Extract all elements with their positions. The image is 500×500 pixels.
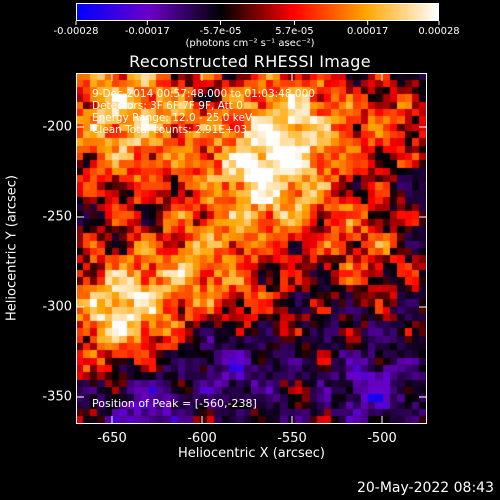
colorbar-gradient bbox=[76, 3, 439, 21]
y-tick-label: -200 bbox=[42, 119, 72, 135]
colorbar-tick-label: 0.00028 bbox=[418, 26, 460, 37]
y-axis-label: Heliocentric Y (arcsec) bbox=[4, 175, 20, 321]
plot-frame bbox=[76, 73, 427, 424]
annotation-algorithm: Clean Total counts: 2.91E+03 bbox=[92, 124, 248, 136]
x-axis-label: Heliocentric X (arcsec) bbox=[178, 446, 325, 461]
heatmap-canvas bbox=[76, 73, 427, 424]
x-tick-label: -600 bbox=[187, 431, 217, 446]
colorbar-units: (photons cm⁻² s⁻¹ asec⁻²) bbox=[185, 38, 315, 49]
colorbar-tick-label: 5.7e-05 bbox=[275, 26, 314, 37]
y-tick-label: -350 bbox=[42, 389, 72, 405]
x-tick-label: -500 bbox=[367, 431, 397, 446]
x-tick-label: -550 bbox=[277, 431, 307, 446]
annotation-detectors: Detectors: 3F 6F 7F 9F, Att 0 bbox=[92, 100, 243, 112]
annotation-time-range: 9-Dec-2014 00:57:48.000 to 01:03:48.000 bbox=[92, 88, 315, 100]
y-tick-label: -300 bbox=[42, 299, 72, 315]
colorbar-tick-label: -0.00028 bbox=[53, 26, 99, 37]
annotation-peak: Position of Peak = [-560,-238] bbox=[92, 397, 257, 410]
colorbar-tick-label: -5.7e-05 bbox=[199, 26, 242, 37]
timestamp: 20-May-2022 08:43 bbox=[356, 480, 494, 496]
colorbar-tick-label: 0.00017 bbox=[347, 26, 389, 37]
x-tick-label: -650 bbox=[97, 431, 127, 446]
plot-title: Reconstructed RHESSI Image bbox=[129, 52, 371, 71]
y-tick-label: -250 bbox=[42, 209, 72, 225]
annotation-energy: Energy Range: 12.0 - 25.0 keV bbox=[92, 112, 253, 124]
colorbar-ticks bbox=[75, 21, 440, 25]
colorbar-tick-label: -0.00017 bbox=[124, 26, 170, 37]
